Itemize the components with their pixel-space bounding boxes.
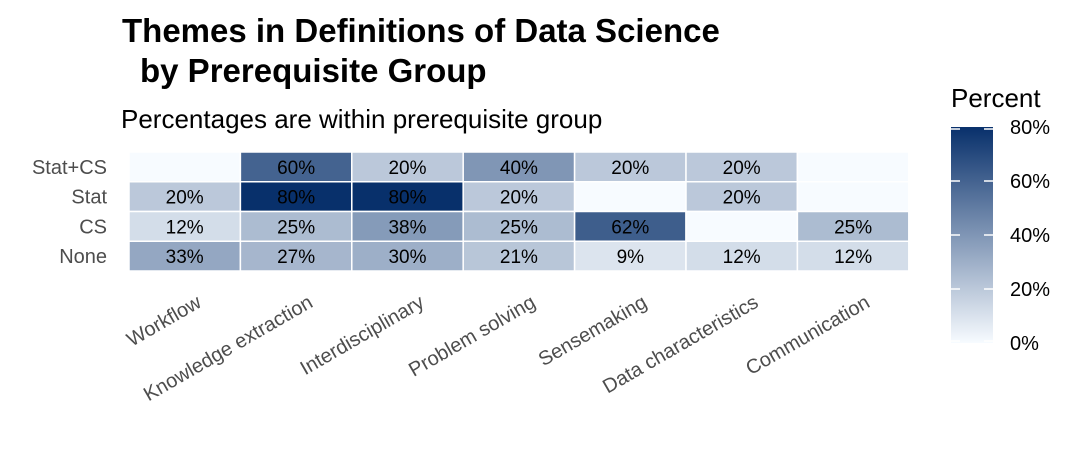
chart-title-line2: by Prerequisite Group	[140, 52, 487, 89]
heatmap-cell	[239, 151, 353, 183]
heatmap-cell	[573, 240, 687, 272]
heatmap-cell	[796, 151, 910, 183]
chart-title-line1: Themes in Definitions of Data Science	[122, 12, 720, 49]
cell-value-label: 20%	[723, 188, 761, 209]
row-label: Stat	[71, 187, 107, 209]
heatmap-cell	[128, 240, 242, 272]
cell-value-label: 30%	[388, 247, 426, 268]
row-label: Stat+CS	[32, 157, 107, 179]
cell-value-label: 33%	[166, 247, 204, 268]
heatmap-cell	[685, 181, 799, 213]
heatmap-cell	[351, 181, 464, 213]
heatmap-cell	[685, 210, 799, 242]
heatmap-cell	[351, 240, 464, 272]
row-label: None	[59, 246, 107, 268]
cell-value-label: 25%	[834, 217, 872, 238]
legend-title: Percent	[951, 83, 1041, 113]
cell-value-label: 80%	[388, 188, 426, 209]
heatmap-cell	[462, 210, 576, 242]
heatmap-cell	[128, 181, 242, 213]
cell-value-label: 20%	[388, 158, 426, 179]
cell-value-label: 38%	[388, 217, 426, 238]
cell-value-label: 27%	[277, 247, 315, 268]
cell-value-label: 12%	[834, 247, 872, 268]
cell-value-label: 25%	[277, 217, 315, 238]
cell-value-label: 20%	[500, 188, 538, 209]
chart-subtitle: Percentages are within prerequisite grou…	[121, 104, 602, 134]
heatmap-cell	[796, 210, 910, 242]
column-label: Problem solving	[405, 291, 539, 381]
heatmap-cell	[239, 210, 353, 242]
row-label: CS	[79, 216, 107, 238]
cell-value-label: 40%	[500, 158, 538, 179]
legend-ticks: 80% 60% 40% 20% 0%	[951, 117, 1050, 355]
cell-value-label: 62%	[611, 217, 649, 238]
cell-value-label: 21%	[500, 247, 538, 268]
row-labels: Stat+CS Stat CS None	[32, 157, 107, 268]
column-label: Workflow	[123, 291, 205, 351]
legend-tick-label: 60%	[1010, 171, 1050, 193]
heatmap-cell	[796, 240, 910, 272]
cell-value-label: 60%	[277, 158, 315, 179]
heatmap-cell	[462, 240, 576, 272]
cell-value-label: 20%	[723, 158, 761, 179]
legend: Percent 80% 60% 40% 20% 0%	[951, 83, 1050, 355]
heatmap-cell	[128, 151, 242, 183]
heatmap-cell	[685, 240, 799, 272]
heatmap-cell	[351, 151, 464, 183]
heatmap-cell	[573, 181, 687, 213]
heatmap-cells: 60% 20% 40% 20% 20% 20% 80% 80% 20% 20% 12% 25% 38% 2…	[128, 151, 910, 272]
cell-value-label: 12%	[166, 217, 204, 238]
heatmap-cell	[796, 181, 910, 213]
legend-tick-label: 20%	[1010, 279, 1050, 301]
legend-tick-label: 80%	[1010, 117, 1050, 139]
cell-value-label: 80%	[277, 188, 315, 209]
cell-value-label: 25%	[500, 217, 538, 238]
cell-value-label: 20%	[166, 188, 204, 209]
cell-value-label: 20%	[611, 158, 649, 179]
column-label: Communication	[742, 291, 873, 380]
cell-value-label: 12%	[723, 247, 761, 268]
legend-tick-label: 40%	[1010, 225, 1050, 247]
legend-tick-label: 0%	[1010, 333, 1039, 355]
cell-value-label: 9%	[617, 247, 645, 268]
